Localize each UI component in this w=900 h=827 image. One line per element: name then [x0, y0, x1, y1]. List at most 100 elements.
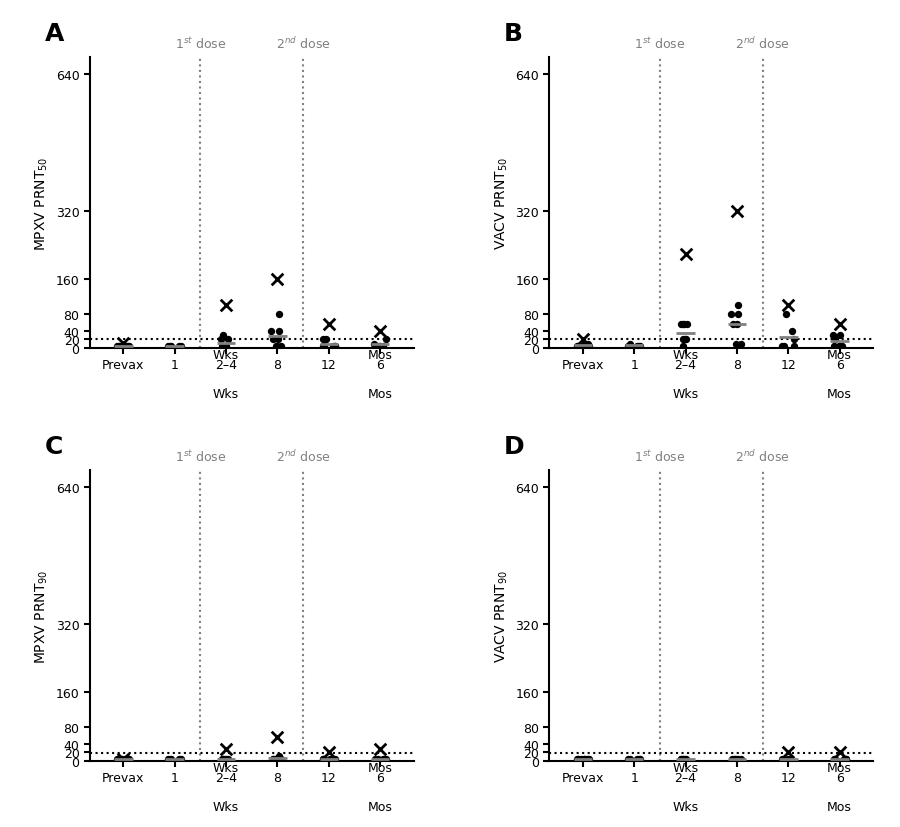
Point — [678, 752, 692, 765]
Text: 2$^{nd}$ dose: 2$^{nd}$ dose — [275, 449, 330, 465]
Point — [730, 205, 744, 218]
Text: Wks: Wks — [672, 348, 698, 361]
Point — [577, 752, 591, 765]
Point — [579, 340, 593, 353]
Point — [163, 752, 177, 765]
Point — [219, 743, 233, 756]
Point — [172, 340, 186, 353]
Point — [112, 340, 126, 353]
Point — [827, 340, 842, 353]
Text: Wks: Wks — [213, 761, 239, 774]
Point — [676, 752, 690, 765]
Point — [219, 299, 233, 313]
Point — [731, 308, 745, 321]
Point — [216, 340, 230, 353]
Point — [676, 752, 690, 765]
Point — [122, 752, 136, 765]
Text: Mos: Mos — [368, 348, 392, 361]
Point — [634, 752, 648, 765]
Point — [274, 340, 289, 353]
Point — [122, 752, 137, 765]
Y-axis label: MPXV PRNT$_{50}$: MPXV PRNT$_{50}$ — [34, 156, 50, 251]
Point — [630, 340, 644, 353]
Point — [328, 752, 342, 765]
Point — [111, 340, 125, 353]
Text: Mos: Mos — [368, 761, 392, 774]
Point — [267, 752, 282, 765]
Point — [368, 340, 382, 353]
Point — [214, 333, 229, 347]
Point — [632, 752, 646, 765]
Point — [373, 325, 387, 338]
Point — [326, 340, 340, 353]
Point — [579, 752, 593, 765]
Text: 2$^{nd}$ dose: 2$^{nd}$ dose — [275, 36, 330, 52]
Point — [316, 752, 330, 765]
Text: Wks: Wks — [672, 387, 698, 400]
Point — [328, 340, 342, 353]
Point — [319, 333, 333, 347]
Point — [265, 325, 279, 338]
Point — [734, 337, 748, 351]
Point — [270, 752, 284, 765]
Text: Wks: Wks — [213, 387, 239, 400]
Point — [731, 299, 745, 313]
Point — [727, 752, 742, 765]
Point — [118, 340, 132, 353]
Point — [576, 333, 590, 347]
Point — [674, 752, 688, 765]
Text: Wks: Wks — [672, 800, 698, 813]
Point — [728, 752, 742, 765]
Y-axis label: VACV PRNT$_{50}$: VACV PRNT$_{50}$ — [493, 156, 509, 250]
Point — [270, 333, 284, 347]
Point — [577, 337, 591, 351]
Point — [677, 318, 691, 332]
Point — [775, 340, 789, 353]
Point — [832, 746, 847, 759]
Point — [161, 340, 176, 353]
Point — [678, 333, 692, 347]
Point — [174, 752, 188, 765]
Point — [574, 340, 589, 353]
Point — [680, 318, 694, 332]
Point — [174, 340, 188, 353]
Text: Mos: Mos — [368, 387, 392, 400]
Point — [220, 340, 234, 353]
Point — [731, 752, 745, 765]
Point — [832, 318, 847, 332]
Point — [317, 340, 331, 353]
Point — [679, 248, 693, 261]
Point — [268, 340, 283, 353]
Point — [676, 318, 690, 332]
Point — [120, 752, 134, 765]
Text: 2$^{nd}$ dose: 2$^{nd}$ dose — [735, 36, 790, 52]
Point — [634, 340, 648, 353]
Point — [782, 752, 796, 765]
Point — [218, 752, 232, 765]
Point — [272, 308, 286, 321]
Point — [782, 752, 796, 765]
Point — [571, 752, 585, 765]
Point — [266, 752, 281, 765]
Point — [570, 340, 584, 353]
Point — [679, 333, 693, 347]
Point — [272, 325, 286, 338]
Text: A: A — [45, 22, 64, 46]
Point — [788, 340, 802, 353]
Point — [673, 318, 688, 332]
Point — [164, 340, 178, 353]
Point — [270, 752, 284, 765]
Point — [220, 752, 234, 765]
Point — [316, 333, 330, 347]
Point — [679, 752, 693, 765]
Text: C: C — [45, 435, 63, 459]
Point — [778, 308, 793, 321]
Point — [377, 752, 392, 765]
Point — [777, 752, 791, 765]
Point — [777, 340, 791, 353]
Point — [623, 340, 637, 353]
Point — [574, 752, 589, 765]
Point — [730, 318, 744, 332]
Point — [328, 340, 342, 353]
Point — [164, 752, 178, 765]
